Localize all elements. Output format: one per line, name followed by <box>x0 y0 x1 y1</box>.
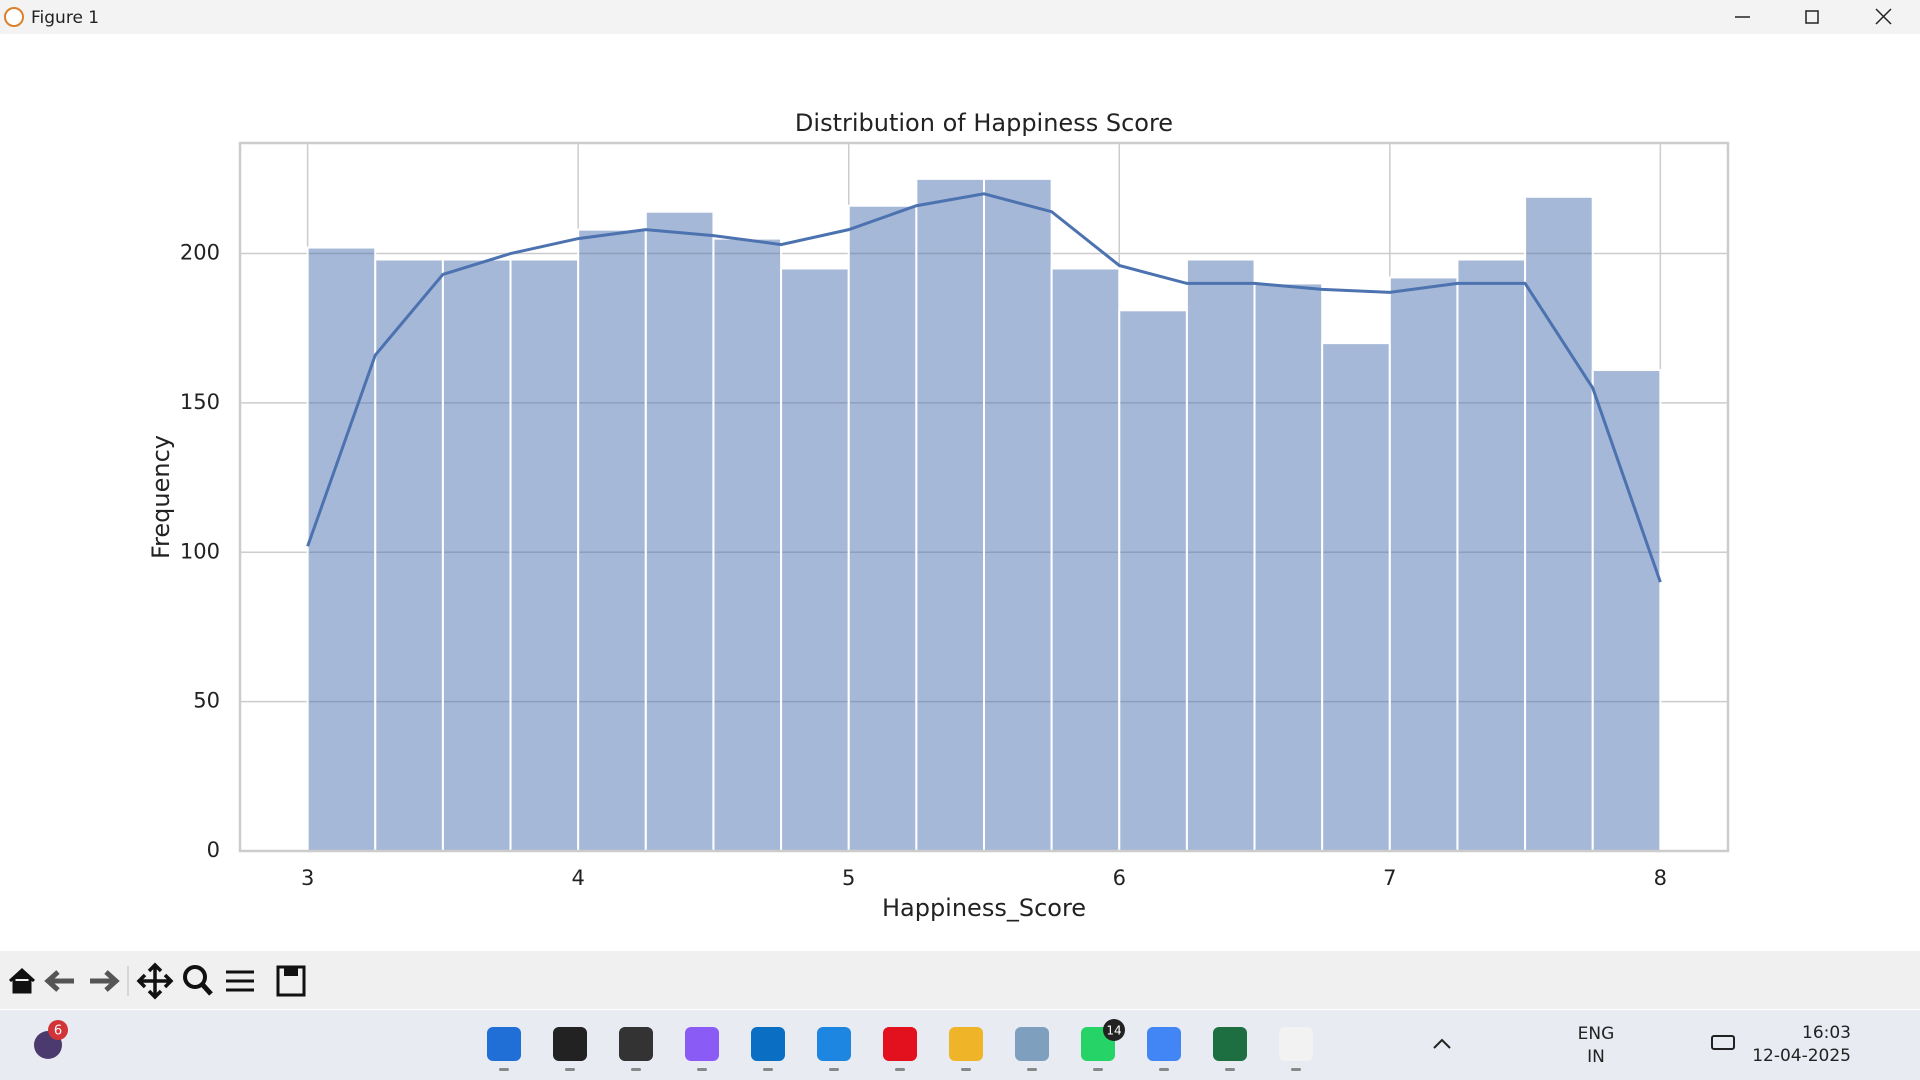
y-axis-label: Frequency <box>147 435 175 559</box>
bar <box>1050 267 1121 852</box>
y-tick-label: 150 <box>180 390 220 414</box>
bar <box>509 258 580 852</box>
badge-count: 14 <box>1106 1024 1121 1038</box>
taskbar-app <box>949 1027 983 1061</box>
bar <box>306 246 377 853</box>
taskbar-app <box>553 1027 587 1061</box>
x-tick-label: 6 <box>1113 866 1126 890</box>
bar <box>1591 369 1662 852</box>
bar <box>644 210 715 852</box>
y-tick-label: 0 <box>207 838 220 862</box>
badge <box>1103 1019 1125 1041</box>
taskbar-app <box>1147 1027 1181 1061</box>
x-tick-label: 5 <box>842 866 855 890</box>
bar <box>1524 195 1594 852</box>
bar <box>441 258 512 852</box>
title-bar <box>0 0 1920 34</box>
x-tick-label: 4 <box>571 866 584 890</box>
taskbar-app-indicator <box>1291 1068 1301 1071</box>
bar <box>915 177 986 853</box>
taskbar-app <box>619 1027 653 1061</box>
taskbar-app-indicator <box>763 1068 773 1071</box>
bar <box>780 267 850 852</box>
taskbar-app-indicator <box>961 1068 971 1071</box>
badge <box>48 1020 68 1040</box>
x-axis-label: Happiness_Score <box>882 894 1086 922</box>
bar <box>1456 258 1527 852</box>
y-tick-label: 200 <box>180 241 220 265</box>
toolbar <box>0 951 1920 1009</box>
close-button[interactable] <box>1875 8 1892 25</box>
x-tick-label: 7 <box>1383 866 1396 890</box>
plot: Distribution of Happiness Score Happiness… <box>147 109 1730 922</box>
taskbar-app-indicator <box>895 1068 905 1071</box>
x-tick-label: 8 <box>1654 866 1667 890</box>
bar <box>712 237 783 853</box>
taskbar-app-indicator <box>829 1068 839 1071</box>
language: ENG <box>1578 1024 1615 1044</box>
taskbar-app <box>1015 1027 1049 1061</box>
clock-time: 16:03 <box>1802 1023 1851 1043</box>
bar <box>1118 309 1188 852</box>
region: IN <box>1587 1047 1605 1067</box>
bar <box>577 228 647 852</box>
taskbar-app-indicator <box>1159 1068 1169 1071</box>
bar <box>374 258 444 852</box>
taskbar-app-indicator <box>499 1068 509 1071</box>
taskbar-app-indicator <box>1093 1068 1103 1071</box>
window-title: Figure 1 <box>31 8 99 28</box>
clock-date: 12-04-2025 <box>1752 1046 1851 1066</box>
bar <box>983 177 1053 853</box>
bar <box>1253 282 1324 852</box>
taskbar-app <box>883 1027 917 1061</box>
tray-expand[interactable] <box>1433 1038 1451 1049</box>
taskbar-app-indicator <box>1225 1068 1235 1071</box>
taskbar-app-indicator <box>1027 1068 1037 1071</box>
x-tick-label: 3 <box>301 866 314 890</box>
bar <box>847 204 918 852</box>
taskbar-app-indicator <box>697 1068 707 1071</box>
taskbar-app <box>817 1027 851 1061</box>
bar <box>1388 276 1459 853</box>
restore-button[interactable] <box>1805 10 1819 24</box>
badge-count: 6 <box>54 1024 62 1039</box>
forward-button[interactable] <box>90 970 120 992</box>
taskbar-icons: 14 <box>487 1019 1313 1071</box>
taskbar-app <box>487 1027 521 1061</box>
save-icon-part <box>284 967 298 976</box>
back-button[interactable] <box>44 970 74 992</box>
zoom-handle <box>200 982 213 996</box>
battery-icon <box>1711 1035 1735 1050</box>
taskbar-app <box>751 1027 785 1061</box>
y-tick-label: 100 <box>180 539 220 563</box>
pan-button[interactable] <box>136 962 174 1000</box>
kde-line <box>306 192 1662 583</box>
taskbar-app <box>1279 1027 1313 1061</box>
y-tick-label: 50 <box>193 689 220 713</box>
bar <box>1185 258 1256 852</box>
axes-frame <box>238 141 1730 853</box>
zoom-button[interactable] <box>183 965 207 989</box>
taskbar-app <box>1213 1027 1247 1061</box>
chart-title: Distribution of Happiness Score <box>795 109 1173 137</box>
taskbar-app-indicator <box>565 1068 575 1071</box>
app-icon <box>4 7 24 27</box>
taskbar-app <box>685 1027 719 1061</box>
bar <box>1321 342 1391 852</box>
taskbar-app-indicator <box>631 1068 641 1071</box>
home-button[interactable] <box>8 967 36 994</box>
configure-button[interactable] <box>226 970 254 992</box>
